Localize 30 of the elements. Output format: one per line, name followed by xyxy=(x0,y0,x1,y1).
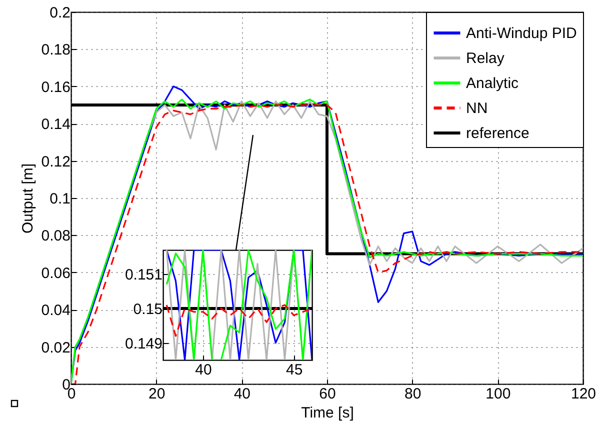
y-tick-label: 0.1 xyxy=(50,190,70,208)
legend-label: Analytic xyxy=(466,75,520,92)
y-tick-label: 0.149 xyxy=(124,335,162,352)
y-tick-label: 0.12 xyxy=(41,153,70,170)
y-tick-label: 0.14 xyxy=(41,116,70,134)
y-tick-label: 0.16 xyxy=(41,78,70,96)
x-tick-label: 100 xyxy=(486,386,511,402)
x-tick-label: 120 xyxy=(570,386,596,402)
x-tick-label: 45 xyxy=(286,362,303,378)
y-tick-label: 0.04 xyxy=(41,302,70,320)
y-tick-label: 0.06 xyxy=(41,264,70,282)
y-axis-title: Output [m] xyxy=(19,163,36,234)
line-series xyxy=(166,250,312,360)
y-tick-label: 0.08 xyxy=(41,228,70,245)
x-tick-label: 20 xyxy=(148,386,166,402)
y-tick-label: 0.15 xyxy=(133,300,162,318)
x-tick-label: 40 xyxy=(234,386,251,402)
legend-label: Relay xyxy=(466,50,505,67)
line-series xyxy=(166,304,312,337)
x-tick-label: 60 xyxy=(319,386,336,402)
x-axis-title: Time [s] xyxy=(301,404,354,422)
legend-label: NN xyxy=(466,100,488,117)
y-tick-label: 0.2 xyxy=(50,4,70,22)
x-tick-label: 40 xyxy=(195,362,212,378)
y-tick-label: 0.02 xyxy=(41,339,70,356)
legend-label: Anti-Windup PID xyxy=(466,25,578,42)
y-tick-label: 0.151 xyxy=(124,266,162,284)
legend-label: reference xyxy=(466,125,530,142)
x-tick-label: 80 xyxy=(404,386,422,402)
y-tick-label: 0.18 xyxy=(41,42,70,59)
